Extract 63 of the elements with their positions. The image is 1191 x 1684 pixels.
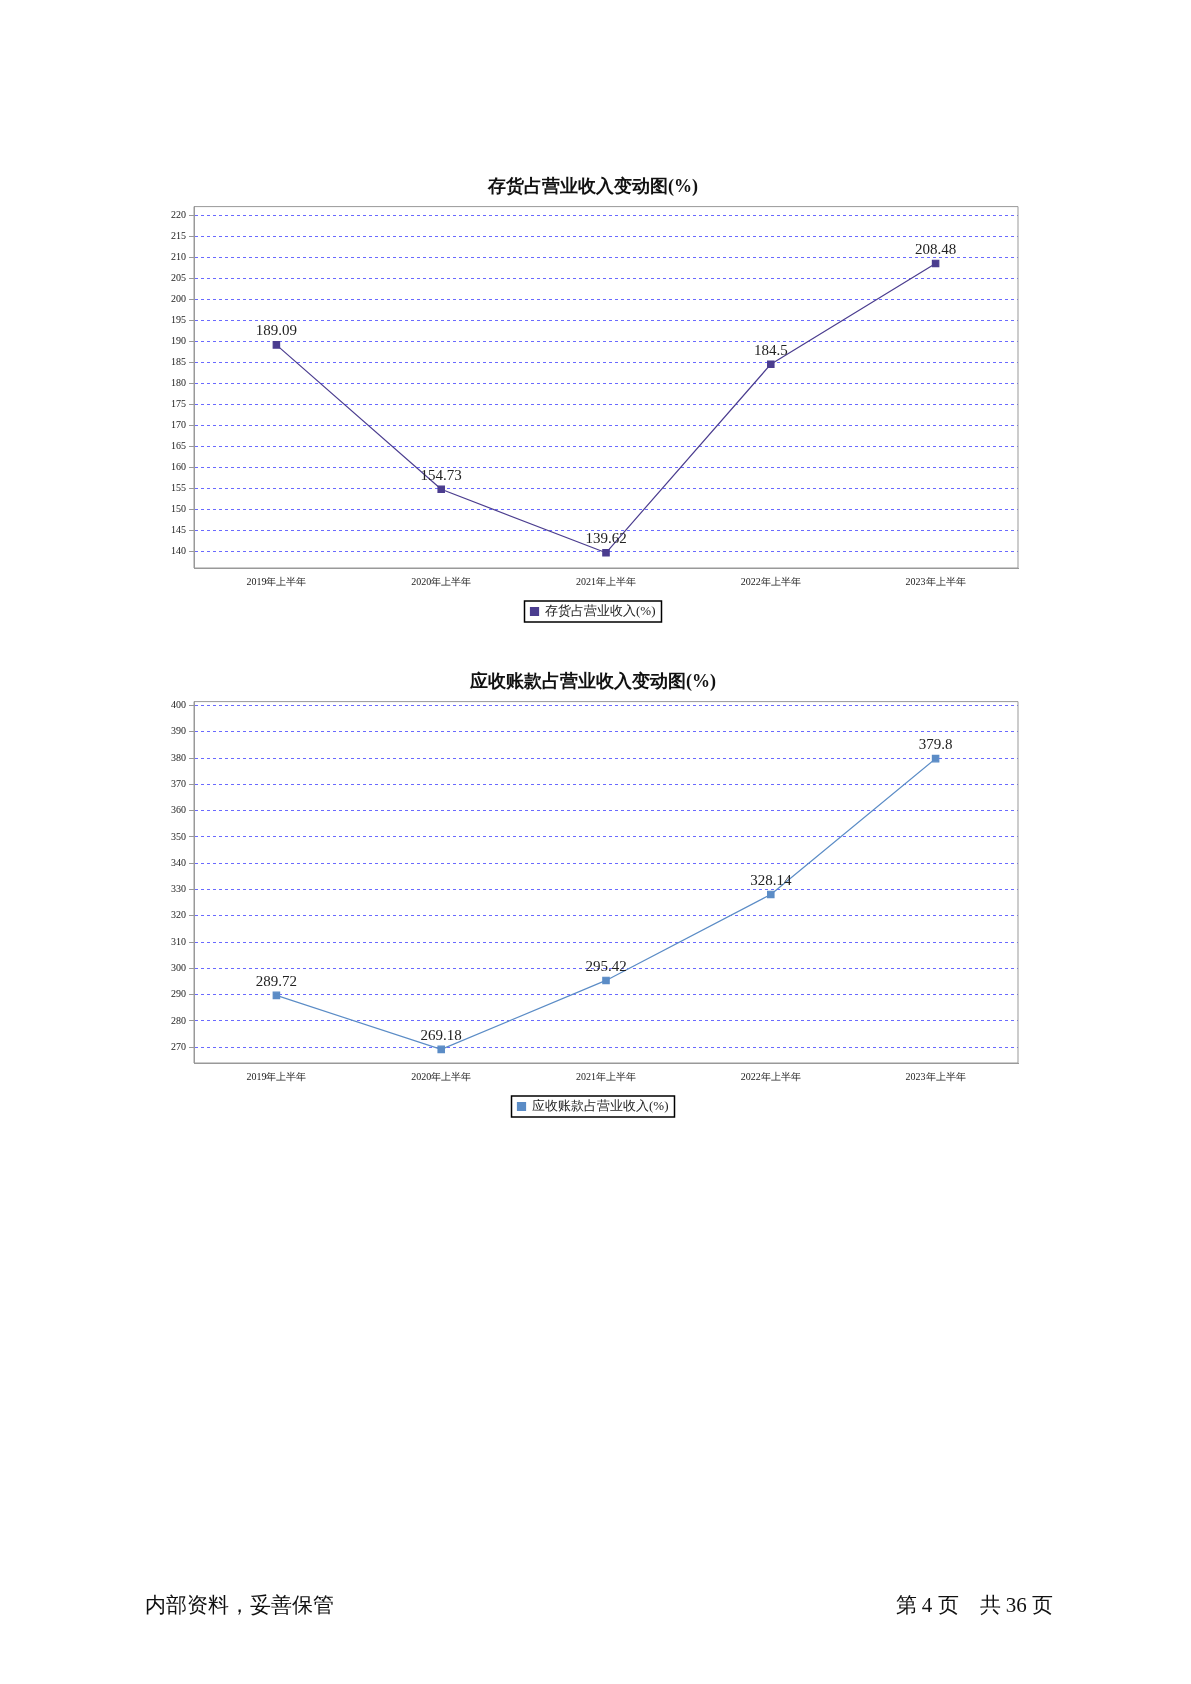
y-tick-label: 350 [171,830,186,842]
y-tick-label: 300 [171,962,186,973]
y-tick-label: 370 [171,778,186,790]
y-tick-label: 180 [171,376,186,388]
y-tick-label: 320 [171,909,186,921]
y-tick-label: 160 [171,460,186,472]
x-tick-label: 2020年上半年 [411,575,472,587]
x-tick-label: 2019年上半年 [246,1070,307,1082]
y-tick-label: 360 [171,804,186,816]
y-tick-label: 340 [171,856,186,868]
y-tick-label: 150 [171,502,186,514]
y-tick-label: 175 [171,397,186,409]
y-tick-label: 145 [171,523,186,535]
y-tick-label: 195 [171,313,186,325]
y-tick-label: 280 [171,1014,186,1026]
x-tick-label: 2021年上半年 [576,1070,636,1082]
point [767,360,775,368]
point [437,485,445,494]
data-label: 189.09 [255,322,298,339]
point [767,890,775,899]
data-label: 379.8 [918,736,953,753]
y-tick-label: 185 [171,355,186,367]
x-tick-label: 2023年上半年 [905,575,966,587]
y-tick-label: 380 [171,751,186,763]
data-label: 208.48 [914,240,957,257]
y-tick-label: 330 [171,883,186,895]
y-tick-label: 170 [171,418,186,430]
legend-label: 应收账款占营业收入(%) [532,1097,669,1113]
data-label: 269.18 [420,1026,462,1043]
y-tick-label: 310 [171,935,186,947]
x-tick-label: 2020年上半年 [411,1070,472,1082]
data-label: 328.14 [750,871,792,888]
text: 第 4 页 共 36 页 [895,1592,1053,1619]
y-tick-label: 400 [171,699,186,711]
data-label: 295.42 [585,957,627,974]
y-tick-label: 215 [171,229,186,241]
y-tick-label: 390 [171,725,186,737]
point [602,549,610,557]
x-tick-label: 2022年上半年 [740,575,801,587]
y-tick-label: 210 [171,250,186,262]
chart-title: 应收账款占营业收入变动图(%) [469,671,716,693]
y-tick-label: 270 [171,1040,186,1052]
legend-label: 存货占营业收入(%) [545,602,656,618]
x-tick-label: 2019年上半年 [246,575,307,587]
chart-title: 存货占营业收入变动图(%) [487,176,698,198]
point [272,341,281,349]
y-tick-label: 190 [171,334,186,346]
y-tick-label: 220 [171,208,186,220]
y-tick-label: 200 [171,292,186,304]
data-label: 184.5 [753,341,788,358]
data-label: 289.72 [255,972,298,989]
y-tick-label: 165 [171,439,186,451]
x-tick-label: 2022年上半年 [740,1070,801,1082]
y-tick-label: 290 [171,988,186,1000]
y-tick-label: 140 [171,544,186,556]
y-tick-label: 205 [171,271,186,283]
point [437,1045,445,1054]
x-tick-label: 2021年上半年 [576,575,636,587]
point [602,976,610,985]
text: 内部资料，妥善保管 [145,1592,334,1619]
y-tick-label: 155 [171,481,186,493]
data-label: 154.73 [420,466,462,483]
x-tick-label: 2023年上半年 [905,1070,966,1082]
